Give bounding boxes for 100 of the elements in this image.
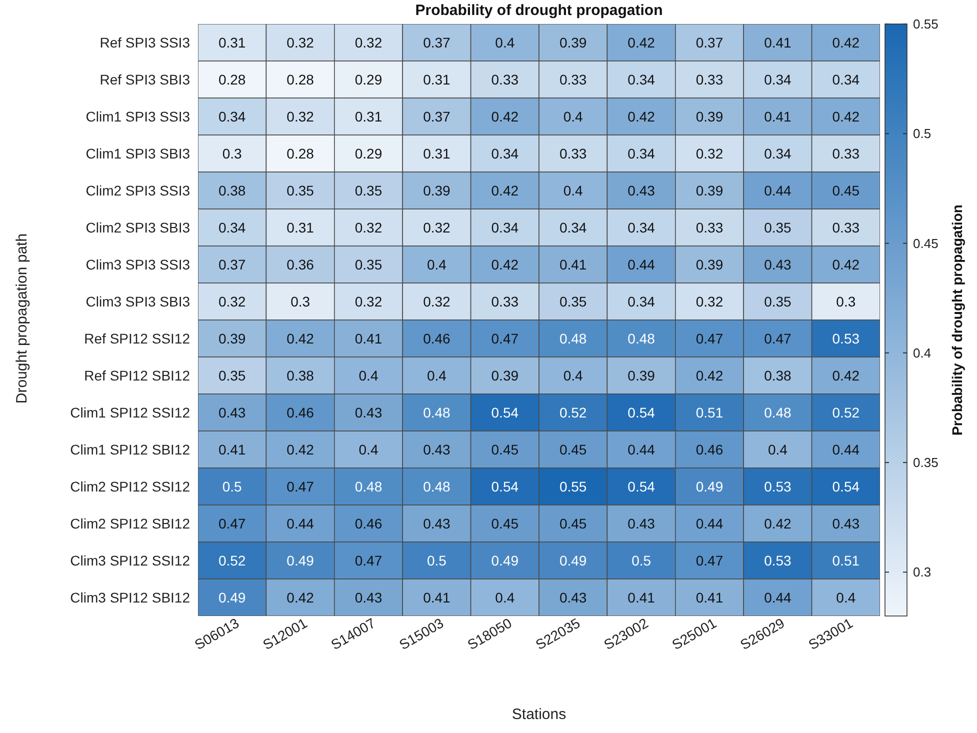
data-label: 0.54 xyxy=(491,404,519,420)
data-label: 0.47 xyxy=(696,552,724,568)
data-label: 0.32 xyxy=(423,219,451,236)
data-label: 0.35 xyxy=(764,219,792,236)
data-label: 0.41 xyxy=(764,108,792,124)
data-label: 0.43 xyxy=(218,404,246,420)
y-axis-title: Drought propagation path xyxy=(14,232,30,406)
data-label: 0.39 xyxy=(696,108,724,124)
data-label: 0.44 xyxy=(628,441,656,458)
chart-title: Probability of drought propagation xyxy=(414,2,664,19)
color-bar-label: 0.55 xyxy=(913,16,938,32)
data-label: 0.35 xyxy=(218,367,246,384)
color-bar-label: 0.5 xyxy=(913,126,932,142)
data-label: 0.33 xyxy=(491,71,519,88)
data-label: 0.44 xyxy=(628,256,656,272)
data-label: 0.42 xyxy=(491,256,519,272)
data-label: 0.5 xyxy=(426,552,447,568)
data-label: 0.31 xyxy=(354,108,382,124)
y-tick-label: Clim2 SPI3 SSI3 xyxy=(86,182,190,198)
data-label: 0.47 xyxy=(354,552,382,568)
data-label: 0.47 xyxy=(696,330,724,346)
data-label: 0.43 xyxy=(832,515,860,532)
data-label: 0.37 xyxy=(423,108,451,124)
data-label: 0.39 xyxy=(628,367,656,384)
y-tick-label: Clim2 SPI3 SBI3 xyxy=(86,219,190,236)
data-label: 0.49 xyxy=(559,552,587,568)
color-bar-label: 0.45 xyxy=(913,236,938,251)
data-label: 0.42 xyxy=(491,182,519,198)
data-label: 0.33 xyxy=(696,71,724,88)
data-label: 0.34 xyxy=(218,108,246,124)
data-label: 0.47 xyxy=(491,330,519,346)
data-label: 0.39 xyxy=(696,182,724,198)
y-tick-label: Ref SPI12 SBI12 xyxy=(84,367,190,384)
y-tick-label: Clim3 SPI3 SSI3 xyxy=(86,256,190,272)
data-label: 0.39 xyxy=(491,367,519,384)
data-label: 0.42 xyxy=(491,108,519,124)
data-label: 0.48 xyxy=(423,404,451,420)
data-label: 0.43 xyxy=(354,589,382,606)
data-label: 0.32 xyxy=(354,219,382,236)
data-label: 0.44 xyxy=(764,589,792,606)
data-label: 0.48 xyxy=(628,330,656,346)
data-label: 0.28 xyxy=(218,71,246,88)
data-label: 0.46 xyxy=(423,330,451,346)
data-label: 0.52 xyxy=(832,404,860,420)
data-label: 0.38 xyxy=(764,367,792,384)
data-label: 0.35 xyxy=(559,293,587,310)
data-label: 0.42 xyxy=(764,515,792,532)
data-label: 0.42 xyxy=(286,589,314,606)
data-label: 0.38 xyxy=(218,182,246,198)
data-label: 0.51 xyxy=(832,552,860,568)
data-label: 0.34 xyxy=(628,71,656,88)
data-label: 0.29 xyxy=(354,71,382,88)
y-tick-label: Clim2 SPI12 SSI12 xyxy=(70,478,190,494)
y-tick-label: Clim3 SPI12 SBI12 xyxy=(70,589,190,606)
y-tick-label: Clim3 SPI12 SSI12 xyxy=(70,552,190,568)
data-label: 0.45 xyxy=(559,515,587,532)
data-label: 0.44 xyxy=(764,182,792,198)
data-label: 0.41 xyxy=(764,34,792,50)
data-label: 0.28 xyxy=(286,71,314,88)
data-label: 0.45 xyxy=(832,182,860,198)
data-label: 0.34 xyxy=(832,71,860,88)
data-label: 0.4 xyxy=(495,589,515,606)
y-tick-label: Ref SPI3 SSI3 xyxy=(100,34,190,50)
data-label: 0.4 xyxy=(836,589,856,606)
data-label: 0.5 xyxy=(222,478,242,494)
data-label: 0.49 xyxy=(218,589,246,606)
data-label: 0.49 xyxy=(696,478,724,494)
data-label: 0.43 xyxy=(423,515,451,532)
data-label: 0.35 xyxy=(354,182,382,198)
data-label: 0.32 xyxy=(286,34,314,50)
data-label: 0.4 xyxy=(495,34,515,50)
data-label: 0.4 xyxy=(358,441,378,458)
data-label: 0.34 xyxy=(559,219,587,236)
y-tick-label: Clim2 SPI12 SBI12 xyxy=(70,515,190,532)
data-label: 0.39 xyxy=(218,330,246,346)
data-label: 0.53 xyxy=(764,478,792,494)
data-label: 0.4 xyxy=(426,256,447,272)
data-label: 0.41 xyxy=(696,589,724,606)
data-label: 0.31 xyxy=(423,145,451,162)
data-label: 0.42 xyxy=(286,441,314,458)
color-bar-label: 0.35 xyxy=(913,455,938,470)
data-label: 0.43 xyxy=(423,441,451,458)
data-label: 0.4 xyxy=(768,441,788,458)
data-label: 0.41 xyxy=(354,330,382,346)
data-label: 0.43 xyxy=(764,256,792,272)
data-label: 0.47 xyxy=(764,330,792,346)
data-label: 0.33 xyxy=(559,71,587,88)
data-label: 0.32 xyxy=(218,293,246,310)
data-label: 0.39 xyxy=(696,256,724,272)
data-label: 0.36 xyxy=(286,256,314,272)
data-label: 0.41 xyxy=(218,441,246,458)
data-label: 0.29 xyxy=(354,145,382,162)
data-label: 0.44 xyxy=(696,515,724,532)
data-label: 0.42 xyxy=(832,367,860,384)
data-label: 0.53 xyxy=(764,552,792,568)
data-label: 0.34 xyxy=(764,145,792,162)
y-tick-label: Ref SPI3 SBI3 xyxy=(100,71,190,88)
data-label: 0.31 xyxy=(218,34,246,50)
data-label: 0.54 xyxy=(832,478,860,494)
data-label: 0.54 xyxy=(628,478,656,494)
